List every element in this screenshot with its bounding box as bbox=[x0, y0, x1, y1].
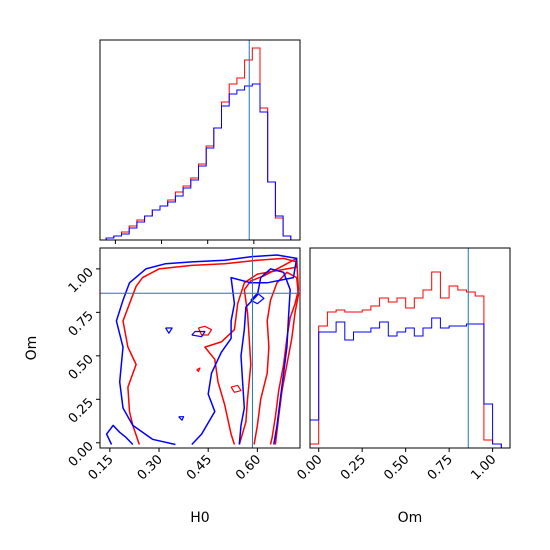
red-contour bbox=[254, 272, 298, 444]
h0-histogram-series bbox=[106, 48, 291, 240]
joint-ylabel: Om bbox=[24, 336, 40, 361]
joint-ticks: 0.15 0.30 0.45 0.600.000.250.500.751.00 bbox=[66, 265, 264, 483]
joint-x-tick-label: 0.60 bbox=[233, 452, 264, 483]
blue-contour-island bbox=[192, 332, 205, 337]
joint-xlabel: H0 bbox=[190, 510, 209, 526]
om-histogram-tick-label: 1.00 bbox=[468, 452, 499, 483]
om-histogram-series bbox=[310, 272, 501, 448]
om-histogram-frame bbox=[310, 248, 510, 448]
om-histogram-ticks: 0.00 0.25 0.50 0.75 1.00 bbox=[294, 448, 499, 483]
blue-contour bbox=[239, 269, 290, 445]
histogram-series-1 bbox=[310, 272, 501, 448]
joint-contour-panel: 0.15 0.30 0.45 0.600.000.250.500.751.00 H0 … bbox=[24, 248, 300, 526]
joint-y-tick-label: 1.00 bbox=[66, 265, 97, 296]
joint-y-tick-label: 0.50 bbox=[66, 352, 97, 383]
histogram-series-2 bbox=[106, 84, 291, 240]
h0-histogram-frame bbox=[100, 40, 300, 240]
om-histogram-tick-label: 0.50 bbox=[381, 452, 412, 483]
joint-y-tick-label: 0.75 bbox=[66, 309, 97, 340]
red-contour-island bbox=[197, 368, 200, 372]
joint-x-tick-label: 0.15 bbox=[86, 452, 117, 483]
red-contour bbox=[123, 258, 297, 444]
histogram-series-1 bbox=[106, 48, 291, 240]
joint-contours bbox=[107, 255, 299, 445]
joint-y-tick-label: 0.25 bbox=[66, 396, 97, 427]
blue-contour-island bbox=[179, 417, 184, 421]
red-contour-island bbox=[198, 326, 211, 335]
red-contour-island bbox=[231, 385, 241, 392]
joint-x-tick-label: 0.45 bbox=[184, 452, 215, 483]
om-histogram-tick-label: 0.00 bbox=[294, 452, 325, 483]
joint-frame bbox=[100, 248, 300, 448]
h0-histogram-panel bbox=[100, 40, 300, 244]
om-histogram-panel: 0.00 0.25 0.50 0.75 1.00 Om bbox=[294, 248, 510, 526]
joint-x-tick-label: 0.30 bbox=[135, 452, 166, 483]
om-histogram-tick-label: 0.25 bbox=[338, 452, 369, 483]
om-histogram-tick-label: 0.75 bbox=[425, 452, 456, 483]
blue-contour-island bbox=[166, 328, 173, 333]
h0-histogram-ticks bbox=[115, 240, 253, 244]
histogram-series-2 bbox=[310, 318, 501, 448]
blue-contour bbox=[107, 425, 133, 444]
om-histogram-xlabel: Om bbox=[398, 510, 423, 526]
